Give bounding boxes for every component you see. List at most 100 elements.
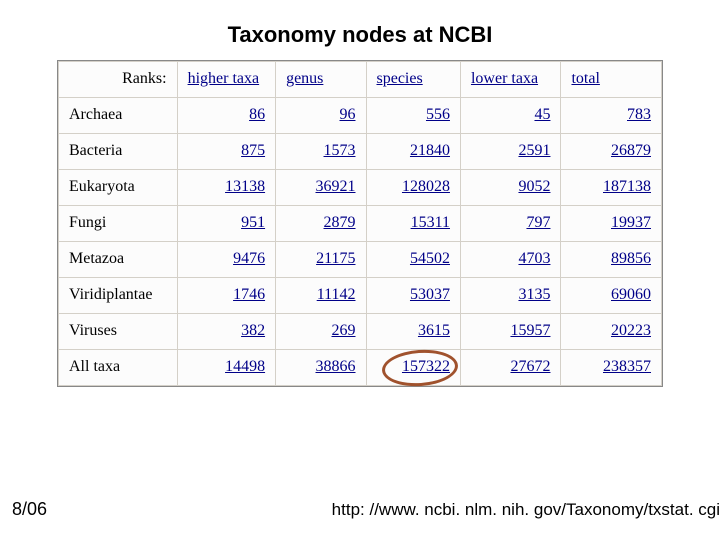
data-cell: 3135: [460, 278, 561, 314]
value-link[interactable]: 13138: [225, 178, 265, 195]
row-label: Viruses: [59, 314, 178, 350]
value-link[interactable]: 382: [241, 322, 265, 339]
value-link[interactable]: 21840: [410, 142, 450, 159]
value-link[interactable]: 4703: [518, 250, 550, 267]
value-link[interactable]: 951: [241, 214, 265, 231]
data-cell: 269: [276, 314, 366, 350]
value-link[interactable]: 11142: [317, 286, 356, 303]
column-header: higher taxa: [177, 62, 275, 98]
value-link[interactable]: 96: [340, 106, 356, 123]
data-cell: 238357: [561, 350, 662, 386]
data-cell: 96: [276, 98, 366, 134]
value-link[interactable]: 238357: [603, 358, 651, 375]
value-link[interactable]: 38866: [316, 358, 356, 375]
data-cell: 128028: [366, 170, 460, 206]
data-cell: 45: [460, 98, 561, 134]
data-cell: 36921: [276, 170, 366, 206]
value-link[interactable]: 45: [534, 106, 550, 123]
data-cell: 27672: [460, 350, 561, 386]
row-label: Metazoa: [59, 242, 178, 278]
table-row: All taxa 14498 38866 157322 27672 238357: [59, 350, 662, 386]
value-link[interactable]: 157322: [402, 358, 450, 375]
data-cell: 783: [561, 98, 662, 134]
data-cell: 187138: [561, 170, 662, 206]
value-link[interactable]: 19937: [611, 214, 651, 231]
row-label: Bacteria: [59, 134, 178, 170]
table-row: Bacteria 875 1573 21840 2591 26879: [59, 134, 662, 170]
page-title: Taxonomy nodes at NCBI: [0, 0, 720, 60]
value-link[interactable]: 53037: [410, 286, 450, 303]
data-cell: 875: [177, 134, 275, 170]
row-label: Fungi: [59, 206, 178, 242]
data-cell: 15311: [366, 206, 460, 242]
column-header: genus: [276, 62, 366, 98]
data-cell: 21175: [276, 242, 366, 278]
value-link[interactable]: 2591: [518, 142, 550, 159]
data-cell: 19937: [561, 206, 662, 242]
footer-url: http: //www. ncbi. nlm. nih. gov/Taxonom…: [332, 500, 720, 520]
data-cell: 53037: [366, 278, 460, 314]
data-cell: 86: [177, 98, 275, 134]
table-row: Eukaryota13138369211280289052187138: [59, 170, 662, 206]
data-cell: 54502: [366, 242, 460, 278]
data-cell: 14498: [177, 350, 275, 386]
value-link[interactable]: 27672: [510, 358, 550, 375]
value-link[interactable]: 26879: [611, 142, 651, 159]
value-link[interactable]: 556: [426, 106, 450, 123]
value-link[interactable]: 15311: [411, 214, 450, 231]
data-cell: 556: [366, 98, 460, 134]
column-header: total: [561, 62, 662, 98]
data-cell: 9052: [460, 170, 561, 206]
value-link[interactable]: 2879: [324, 214, 356, 231]
value-link[interactable]: 15957: [510, 322, 550, 339]
value-link[interactable]: 1573: [324, 142, 356, 159]
value-link[interactable]: 54502: [410, 250, 450, 267]
value-link[interactable]: 128028: [402, 178, 450, 195]
data-cell: 797: [460, 206, 561, 242]
value-link[interactable]: 875: [241, 142, 265, 159]
data-cell: 157322: [366, 350, 460, 386]
data-cell: 11142: [276, 278, 366, 314]
data-cell: 382: [177, 314, 275, 350]
column-header-link[interactable]: total: [571, 70, 599, 87]
data-cell: 1746: [177, 278, 275, 314]
column-header-link[interactable]: higher taxa: [188, 70, 260, 87]
data-cell: 20223: [561, 314, 662, 350]
ranks-header-cell: Ranks:: [59, 62, 178, 98]
value-link[interactable]: 1746: [233, 286, 265, 303]
data-cell: 4703: [460, 242, 561, 278]
value-link[interactable]: 86: [249, 106, 265, 123]
value-link[interactable]: 797: [526, 214, 550, 231]
data-cell: 1573: [276, 134, 366, 170]
column-header-link[interactable]: lower taxa: [471, 70, 538, 87]
value-link[interactable]: 9052: [518, 178, 550, 195]
column-header: lower taxa: [460, 62, 561, 98]
value-link[interactable]: 89856: [611, 250, 651, 267]
table-row: Archaea 86 96 556 45 783: [59, 98, 662, 134]
value-link[interactable]: 21175: [316, 250, 355, 267]
taxonomy-table: Ranks: higher taxa genus species lower taxa t…: [58, 61, 662, 386]
data-cell: 13138: [177, 170, 275, 206]
table-row: Fungi 951 2879 15311 797 19937: [59, 206, 662, 242]
value-link[interactable]: 20223: [611, 322, 651, 339]
value-link[interactable]: 36921: [316, 178, 356, 195]
data-cell: 15957: [460, 314, 561, 350]
value-link[interactable]: 69060: [611, 286, 651, 303]
footer-date: 8/06: [12, 499, 47, 520]
taxonomy-table-container: Ranks: higher taxa genus species lower taxa t…: [57, 60, 663, 387]
column-header-link[interactable]: species: [377, 70, 423, 87]
value-link[interactable]: 3135: [518, 286, 550, 303]
data-cell: 2591: [460, 134, 561, 170]
row-label: All taxa: [59, 350, 178, 386]
value-link[interactable]: 269: [332, 322, 356, 339]
table-row: Metazoa 9476 21175 54502 4703 89856: [59, 242, 662, 278]
table-row: Viridiplantae 1746 11142 53037 3135 69060: [59, 278, 662, 314]
row-label: Viridiplantae: [59, 278, 178, 314]
row-label: Archaea: [59, 98, 178, 134]
value-link[interactable]: 783: [627, 106, 651, 123]
column-header-link[interactable]: genus: [286, 70, 323, 87]
value-link[interactable]: 3615: [418, 322, 450, 339]
value-link[interactable]: 9476: [233, 250, 265, 267]
value-link[interactable]: 14498: [225, 358, 265, 375]
value-link[interactable]: 187138: [603, 178, 651, 195]
